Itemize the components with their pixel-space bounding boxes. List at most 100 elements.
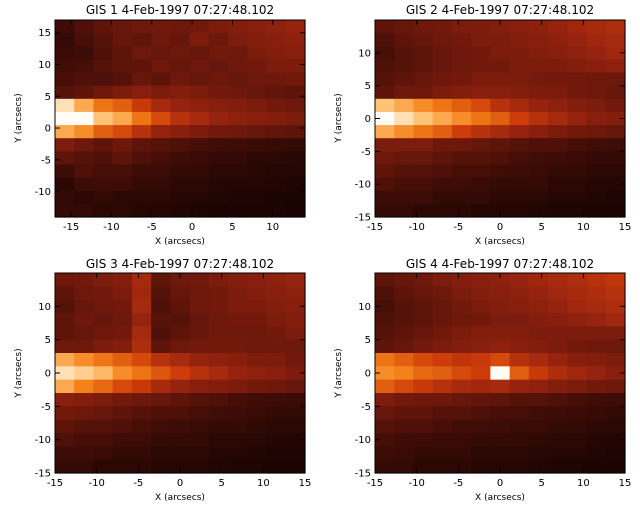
heatmap-cell xyxy=(112,299,133,314)
heatmap-cell xyxy=(548,177,568,192)
x-tick-label: -10 xyxy=(88,478,104,489)
heatmap-cell xyxy=(586,177,607,192)
heatmap-cell xyxy=(413,138,434,152)
heatmap-cell xyxy=(413,46,434,60)
heatmap-cell xyxy=(131,164,152,179)
heatmap-cell xyxy=(605,433,626,447)
heatmap-cell xyxy=(112,46,133,60)
heatmap-cell xyxy=(131,286,152,301)
heatmap-cell xyxy=(151,98,171,113)
heatmap-cell xyxy=(170,151,191,166)
heatmap-cell xyxy=(605,419,626,434)
heatmap-cell xyxy=(247,151,268,166)
heatmap-cell xyxy=(375,203,395,218)
heatmap-cell xyxy=(490,46,511,60)
heatmap-cell xyxy=(586,33,607,47)
heatmap-cell xyxy=(413,125,434,139)
heatmap-cell xyxy=(55,353,75,367)
heatmap-cell xyxy=(189,20,210,34)
heatmap-cell xyxy=(375,111,395,126)
heatmap-cell xyxy=(432,164,453,179)
y-tick-label: -10 xyxy=(35,187,51,198)
heatmap-cell xyxy=(208,446,229,461)
heatmap-cell xyxy=(208,273,229,287)
heatmap-cell xyxy=(208,379,229,394)
heatmap-cell xyxy=(266,433,287,447)
heatmap-cell xyxy=(112,393,133,407)
heatmap-cell xyxy=(74,353,95,367)
heatmap-cell xyxy=(189,203,210,218)
heatmap-cell xyxy=(605,446,626,461)
heatmap-cell xyxy=(285,190,306,205)
heatmap-cell xyxy=(208,151,229,166)
y-tick-label: -5 xyxy=(361,147,371,158)
heatmap-cell xyxy=(131,177,152,192)
heatmap-cell xyxy=(285,164,306,179)
heatmap-cell xyxy=(451,433,472,447)
y-tick-label: 10 xyxy=(38,302,51,313)
heatmap-cell xyxy=(509,393,530,407)
heatmap-cell xyxy=(451,406,472,421)
heatmap-cell xyxy=(605,339,626,354)
heatmap-cell xyxy=(490,72,511,87)
heatmap-cell xyxy=(394,273,415,287)
heatmap-cell xyxy=(509,85,530,100)
heatmap-cells xyxy=(55,20,306,218)
heatmap-cell xyxy=(432,85,453,100)
y-tick-label: -5 xyxy=(361,402,371,413)
heatmap-cell xyxy=(490,85,511,100)
heatmap-cell xyxy=(548,125,568,139)
heatmap-cell xyxy=(375,273,395,287)
heatmap-cell xyxy=(509,177,530,192)
heatmap-cell xyxy=(451,164,472,179)
heatmap-cell xyxy=(170,203,191,218)
heatmap-cell xyxy=(413,353,434,367)
heatmap-cell xyxy=(112,419,133,434)
heatmap-cell xyxy=(93,286,114,301)
heatmap-cell xyxy=(432,151,453,166)
heatmap-cell xyxy=(567,299,588,314)
heatmap-cell xyxy=(567,366,588,381)
heatmap-cell xyxy=(375,72,395,87)
heatmap-cell xyxy=(131,313,152,327)
heatmap-cell xyxy=(432,138,453,152)
heatmap-cell xyxy=(228,406,248,421)
heatmap-cell xyxy=(548,20,568,34)
heatmap-cell xyxy=(490,125,511,139)
heatmap-cell xyxy=(93,326,114,341)
heatmap-cell xyxy=(74,151,95,166)
heatmap-cell xyxy=(586,326,607,341)
x-tick-label: 0 xyxy=(189,222,195,233)
heatmap-cell xyxy=(55,138,75,152)
heatmap-cell xyxy=(247,433,268,447)
heatmap-cell xyxy=(490,151,511,166)
heatmap-cell xyxy=(451,190,472,205)
y-tick-label: 15 xyxy=(38,28,51,39)
heatmap-cell xyxy=(432,366,453,381)
heatmap-cell xyxy=(394,419,415,434)
x-tick-label: -10 xyxy=(103,222,119,233)
heatmap-cell xyxy=(605,46,626,60)
heatmap-cell xyxy=(266,46,287,60)
heatmap-cell xyxy=(285,326,306,341)
heatmap-cell xyxy=(490,138,511,152)
heatmap-cell xyxy=(112,190,133,205)
heatmap-cell xyxy=(170,72,191,87)
heatmap-cell xyxy=(490,286,511,301)
heatmap-cell xyxy=(93,20,114,34)
x-tick-label: 0 xyxy=(497,222,503,233)
heatmap-cell xyxy=(228,203,248,218)
heatmap-cell xyxy=(151,433,171,447)
heatmap-cell xyxy=(208,98,229,113)
y-tick-label: -5 xyxy=(41,402,51,413)
heatmap-cell xyxy=(567,433,588,447)
heatmap-cell xyxy=(131,379,152,394)
heatmap-cell xyxy=(266,85,287,100)
heatmap-cell xyxy=(228,273,248,287)
heatmap-cell xyxy=(151,203,171,218)
heatmap-cell xyxy=(605,33,626,47)
x-tick-label: 10 xyxy=(257,478,270,489)
heatmap-cell xyxy=(586,20,607,34)
heatmap-cell xyxy=(74,299,95,314)
x-tick-label: 5 xyxy=(218,478,224,489)
